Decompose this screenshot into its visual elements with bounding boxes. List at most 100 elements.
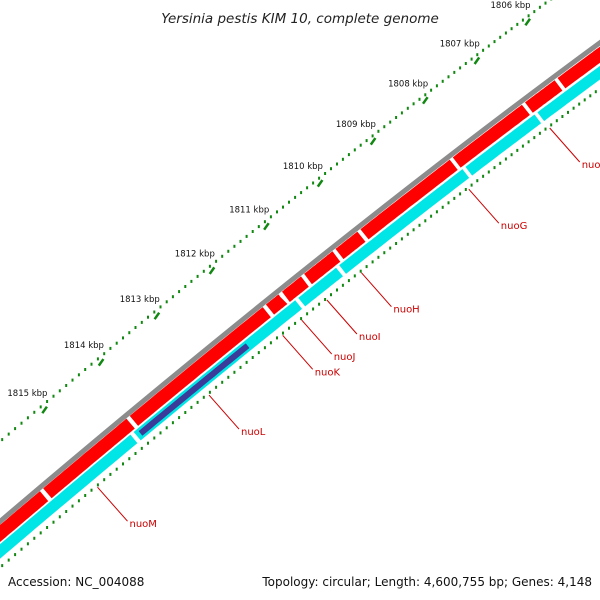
reverse-gene: [465, 114, 542, 176]
tick-dot: [251, 230, 254, 233]
callout-line: [326, 299, 358, 335]
tick-dot: [583, 98, 586, 102]
tick-dot: [533, 136, 536, 140]
forward-gene: [360, 159, 458, 240]
tick-dot: [395, 116, 398, 119]
tick-dot: [341, 157, 344, 161]
tick-dot: [269, 215, 272, 219]
tick-dot: [71, 378, 74, 382]
tick-dot: [1, 564, 4, 568]
tick-dot: [239, 365, 242, 369]
tick-dot: [165, 426, 168, 430]
tick-dot: [447, 75, 450, 79]
tick-label: 1809 kbp: [336, 120, 376, 130]
tick-label: 1808 kbp: [388, 79, 428, 89]
major-tick: [97, 358, 105, 367]
tick-dot: [103, 352, 106, 356]
tick-dot: [14, 553, 17, 557]
tick-dot: [330, 167, 332, 171]
tick-dot: [196, 400, 199, 404]
genome-backbone: [0, 39, 600, 525]
tick-dot: [269, 341, 272, 345]
tick-dot: [77, 373, 80, 377]
tick-dot: [288, 200, 290, 204]
tick-dot: [377, 129, 380, 133]
tick-dot: [504, 31, 507, 35]
tick-dot: [418, 223, 421, 227]
tick-dot: [109, 346, 112, 350]
tick-label: 1814 kbp: [64, 341, 104, 351]
tick-dot: [263, 220, 266, 224]
tick-dot: [359, 143, 362, 147]
tick-dot: [233, 370, 236, 374]
tick-dot: [371, 134, 374, 138]
tick-dot: [20, 421, 23, 425]
callout-line: [361, 272, 392, 308]
tick-dot: [215, 259, 218, 263]
tick-dot: [594, 90, 597, 94]
tick-dot: [435, 84, 438, 88]
tick-label: 1811 kbp: [229, 205, 269, 215]
tick-dot: [400, 111, 403, 115]
tick-dot: [165, 300, 168, 304]
highlighted-gene: [138, 343, 250, 436]
tick-dot: [383, 125, 386, 129]
forward-gene: [304, 251, 341, 285]
major-tick: [208, 266, 216, 275]
tick-dot: [400, 237, 403, 241]
tick-dot: [578, 102, 581, 106]
tick-dot: [33, 410, 36, 414]
tick-dot: [365, 265, 368, 269]
tick-dot: [128, 331, 131, 335]
tick-dot: [464, 188, 467, 191]
tick-dot: [147, 441, 149, 445]
tick-dot: [58, 389, 61, 393]
tick-dot: [435, 210, 438, 214]
forward-gene: [281, 276, 309, 302]
tick-dot: [383, 251, 386, 255]
tick-dot: [538, 5, 541, 9]
tick-dot: [347, 153, 350, 157]
tick-dot: [412, 102, 415, 106]
reverse-gene: [0, 434, 138, 559]
tick-dot: [521, 144, 524, 148]
tick-dot: [406, 106, 409, 110]
tick-dot: [550, 123, 553, 127]
tick-dot: [26, 416, 29, 420]
tick-dot: [109, 472, 112, 476]
tick-dot: [184, 411, 187, 414]
tick-dot: [300, 191, 303, 195]
callout-line: [468, 188, 500, 224]
reverse-gene: [298, 267, 343, 307]
forward-gene: [557, 46, 600, 89]
tick-dot: [447, 201, 450, 205]
tick-dot: [208, 390, 211, 394]
major-tick: [524, 18, 532, 27]
tick-dot: [122, 336, 124, 340]
tick-dot: [294, 195, 297, 199]
tick-dot: [65, 384, 68, 387]
tick-dot: [418, 97, 421, 101]
tick-label: 1810 kbp: [283, 162, 323, 172]
tick-dot: [300, 317, 303, 321]
tick-dot: [263, 346, 266, 350]
tick-dot: [336, 162, 338, 166]
tick-dot: [324, 172, 327, 175]
tick-dot: [33, 536, 36, 540]
tick-dot: [245, 234, 248, 238]
callout-line: [549, 127, 581, 163]
callout-line: [208, 394, 240, 430]
forward-gene: [129, 307, 271, 426]
tick-dot: [90, 488, 93, 492]
tick-dot: [453, 196, 456, 200]
callout-line: [301, 319, 333, 355]
tick-dot: [459, 66, 462, 70]
tick-dot: [464, 62, 467, 65]
tick-dot: [482, 174, 485, 178]
reverse-gene: [537, 65, 600, 122]
major-tick: [421, 96, 429, 105]
tick-dot: [190, 405, 193, 409]
tick-dot: [190, 279, 193, 283]
